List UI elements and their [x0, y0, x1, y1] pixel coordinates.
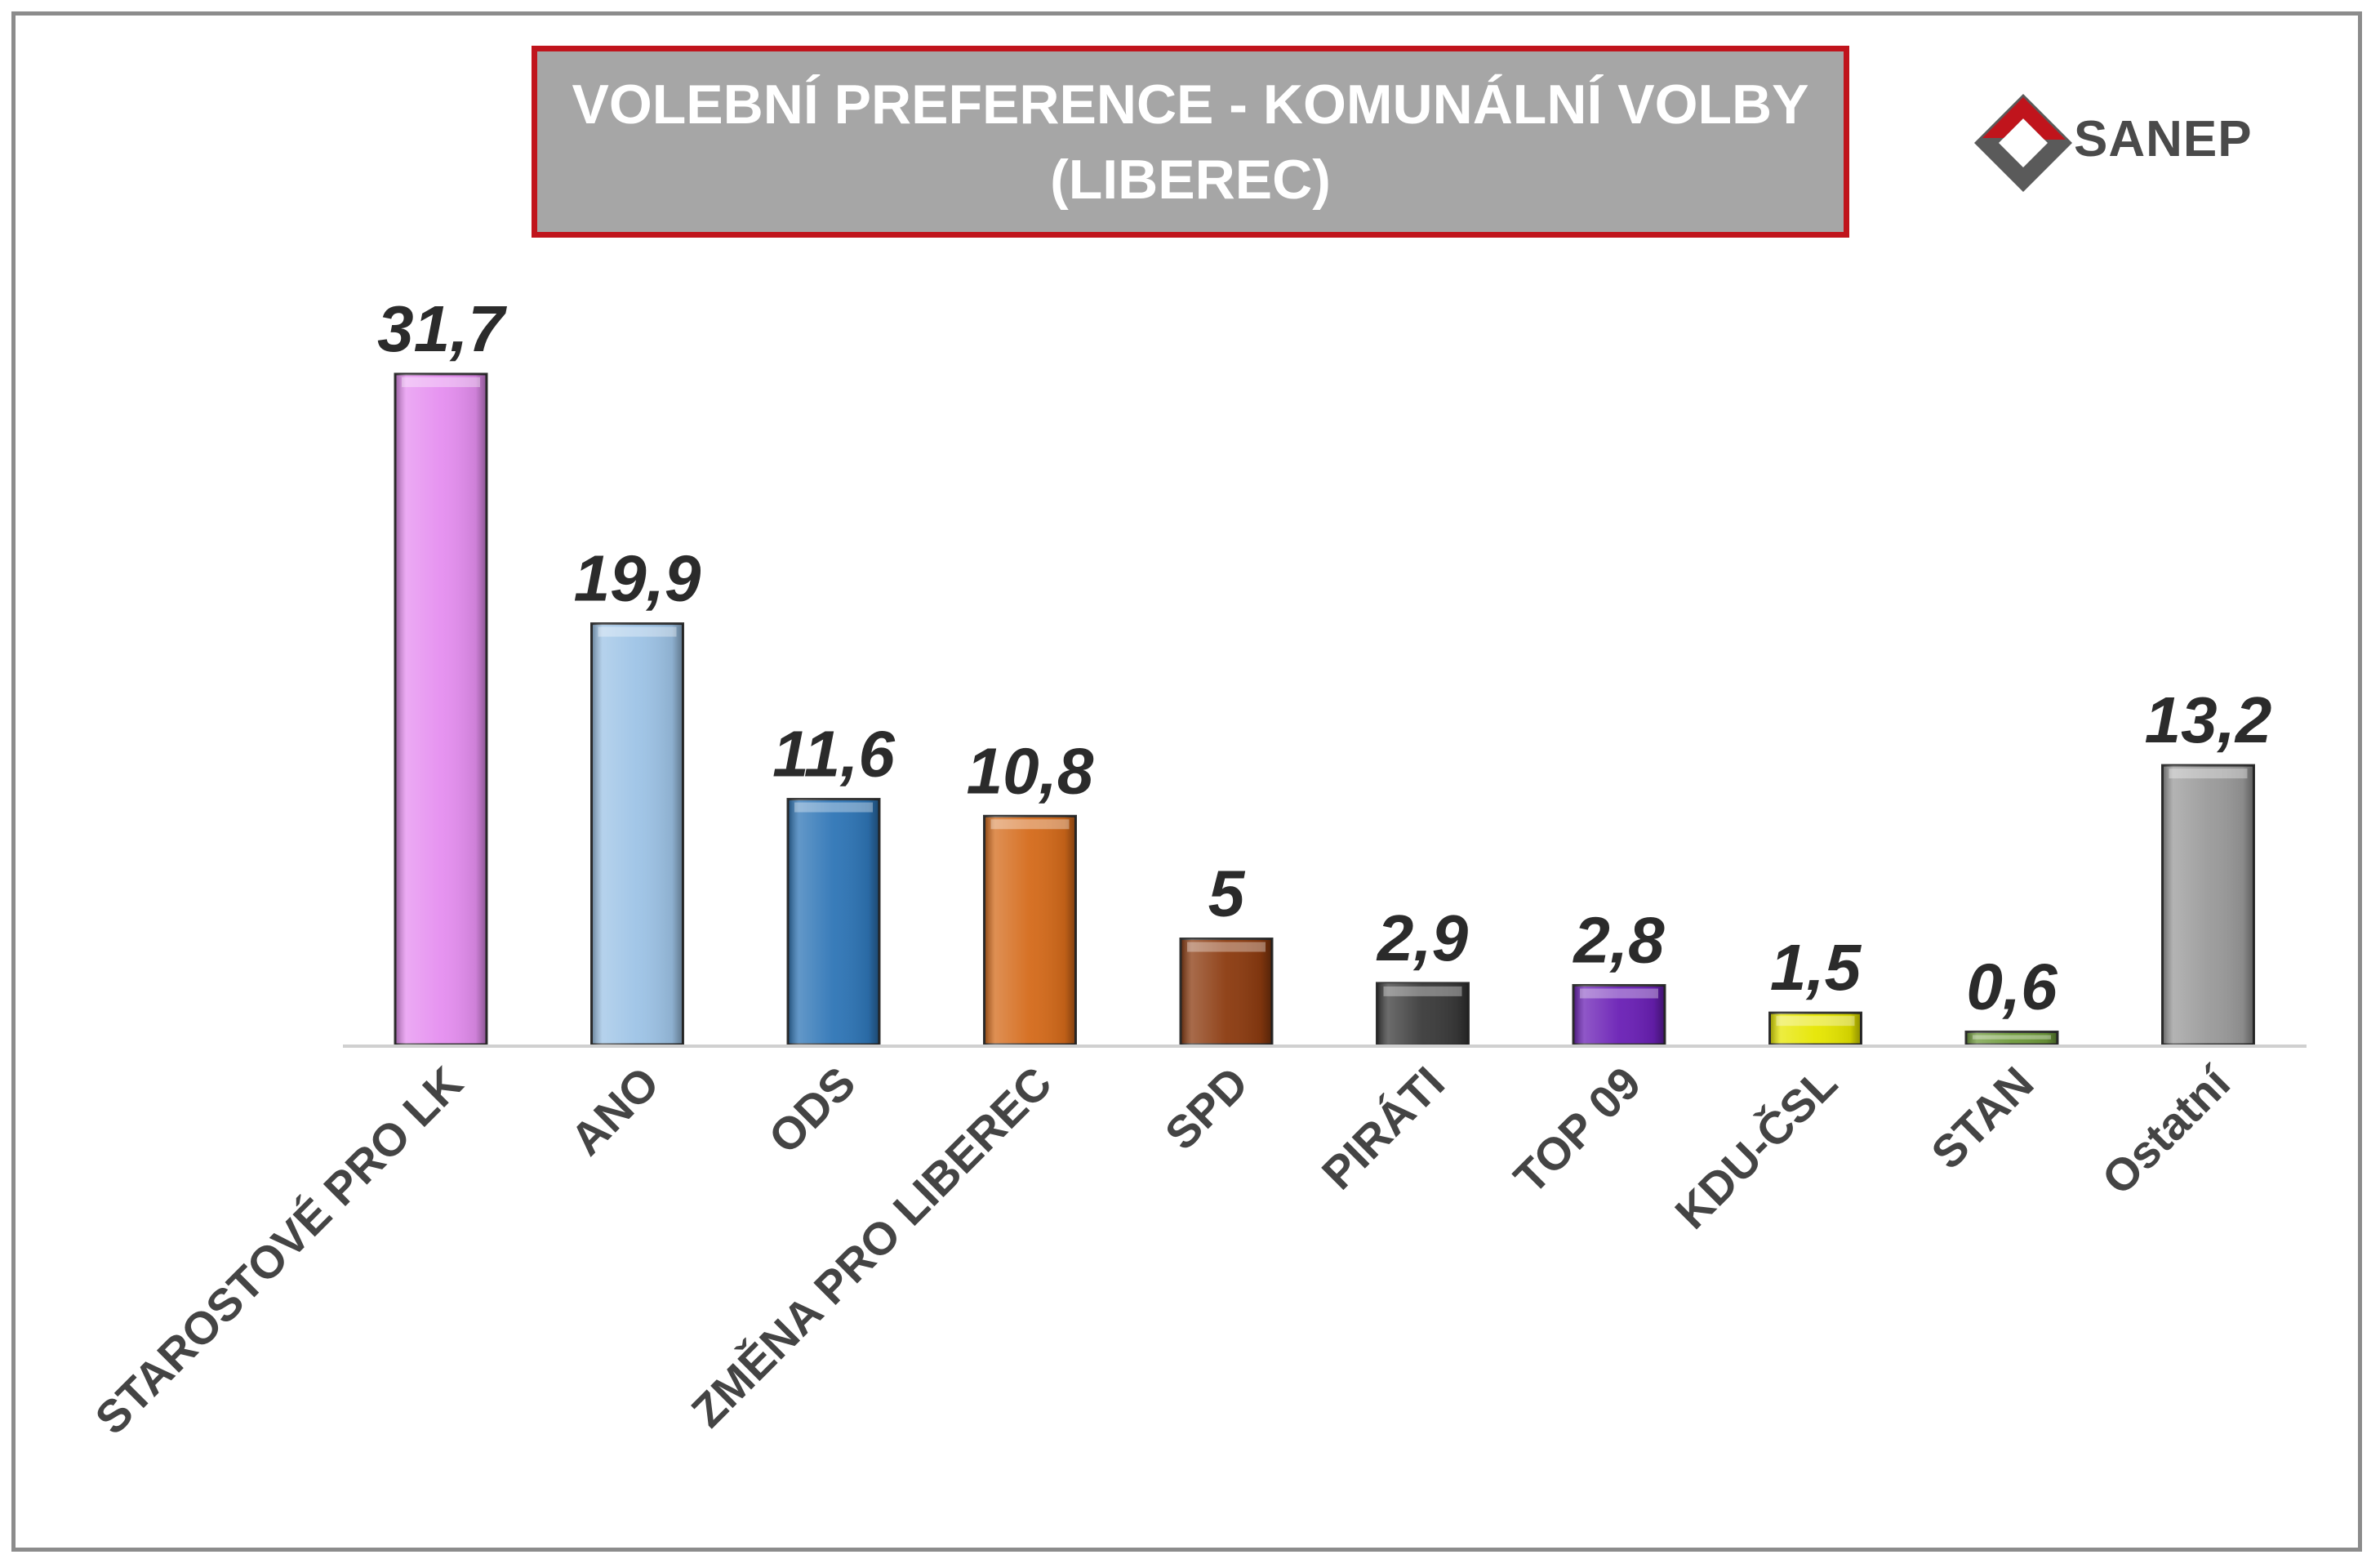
bar-7	[1572, 983, 1666, 1046]
value-labels-group: 31,7 19,9 11,6 10,8 5 2,9 2,8 1,5 0,6 13,2	[377, 292, 2271, 1022]
value-label-3: 11,6	[772, 718, 895, 791]
bar-highlight	[402, 376, 480, 387]
bar-bevel	[1377, 982, 1469, 1045]
category-label-5: SPD	[1155, 1057, 1258, 1160]
category-label-6: PIRÁTI	[1312, 1057, 1454, 1199]
chart-title-line-1: VOLEBNÍ PREFERENCE - KOMUNÁLNÍ VOLBY	[572, 73, 1809, 136]
sanep-logo-text: SANEP	[2074, 111, 2253, 167]
bar-8	[1768, 1011, 1862, 1046]
bars-group	[394, 372, 2255, 1046]
bar-bevel	[1181, 938, 1272, 1045]
category-label-4: ZMĚNA PRO LIBEREC	[682, 1057, 1061, 1437]
chart-title: VOLEBNÍ PREFERENCE - KOMUNÁLNÍ VOLBY (LI…	[532, 46, 1849, 238]
bar-bevel	[395, 373, 487, 1045]
bar-highlight	[598, 626, 677, 637]
value-label-4: 10,8	[967, 734, 1094, 807]
bar-bevel	[1966, 1031, 2057, 1045]
value-label-10: 13,2	[2145, 684, 2272, 756]
bar-highlight	[1187, 942, 1266, 952]
bar-highlight	[1776, 1016, 1855, 1027]
bar-5	[1179, 938, 1274, 1046]
bar-6	[1376, 982, 1470, 1046]
bar-bevel	[984, 816, 1076, 1045]
bar-highlight	[1580, 988, 1658, 999]
value-label-5: 5	[1208, 858, 1246, 930]
value-label-7: 2,8	[1572, 903, 1665, 976]
value-label-6: 2,9	[1376, 902, 1469, 974]
category-label-2: ANO	[560, 1057, 669, 1165]
category-label-7: TOP 09	[1504, 1057, 1651, 1204]
bar-highlight	[794, 802, 873, 813]
bar-1	[394, 372, 488, 1046]
bar-3	[786, 798, 881, 1046]
bar-bevel	[591, 623, 683, 1045]
bar-bevel	[788, 799, 879, 1045]
bar-9	[1964, 1030, 2059, 1046]
value-label-8: 1,5	[1770, 931, 1862, 1004]
value-label-1: 31,7	[377, 292, 507, 365]
bar-highlight	[1383, 986, 1462, 996]
category-label-9: STAN	[1921, 1057, 2043, 1178]
sanep-logo-icon	[1974, 94, 2072, 192]
chart-title-line-2: (LIBEREC)	[1050, 148, 1331, 211]
category-label-1: STAROSTOVÉ PRO LK	[85, 1057, 472, 1444]
category-label-3: ODS	[758, 1057, 865, 1163]
bar-highlight	[990, 819, 1070, 830]
bar-highlight	[1973, 1035, 2051, 1040]
bar-bevel	[2162, 765, 2254, 1045]
bar-4	[983, 814, 1077, 1046]
value-label-2: 19,9	[574, 542, 701, 615]
bar-2	[590, 622, 684, 1046]
bar-highlight	[2169, 768, 2248, 779]
bar-bevel	[1769, 1013, 1862, 1045]
bar-10	[2161, 764, 2255, 1046]
category-label-8: KDU-ČSL	[1665, 1057, 1847, 1239]
category-label-10: Ostatní	[2092, 1055, 2241, 1205]
value-label-9: 0,6	[1966, 950, 2057, 1022]
bar-bevel	[1573, 985, 1665, 1045]
